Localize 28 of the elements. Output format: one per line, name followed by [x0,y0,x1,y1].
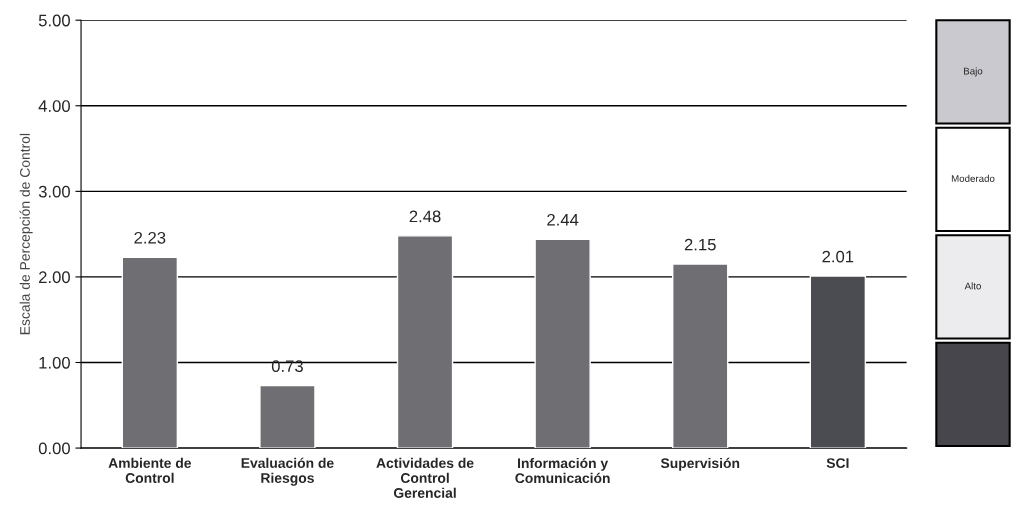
bar [396,235,454,449]
category-label: Moderado [951,174,995,182]
y-tick-label: 4.00 [38,100,70,112]
x-tick-label: Evaluación de Riesgos [241,457,334,486]
x-tick-label: Actividades de Control Gerencial [376,457,474,498]
category-label: Alto [964,282,981,290]
bar [809,275,867,449]
data-label: 2.48 [409,210,441,223]
y-tick-label: 1.00 [39,356,70,369]
x-tick-label: SCI [826,458,849,468]
category-label: Bajo [964,67,983,77]
y-tick-label: 0.00 [38,442,70,455]
bar [259,384,316,449]
x-tick-label: Información y Comunicación [515,457,610,484]
data-label: 0.73 [271,360,303,373]
y-tick-label: 5.00 [38,14,70,27]
bar [672,263,729,449]
y-tick-label: 2.00 [39,271,70,284]
data-label: 2.01 [822,250,854,263]
x-tick-label: Supervisión [660,457,740,471]
bar [534,238,591,449]
data-label: 2.23 [134,231,166,244]
y-tick-label: 3.00 [38,185,70,198]
data-label: 2.15 [684,238,716,251]
x-tick-label: Ambiente de Control [108,457,192,483]
bar [121,256,179,449]
data-label: 2.44 [547,213,579,226]
y-axis-title: Escala de Percepción de Control [19,133,33,335]
